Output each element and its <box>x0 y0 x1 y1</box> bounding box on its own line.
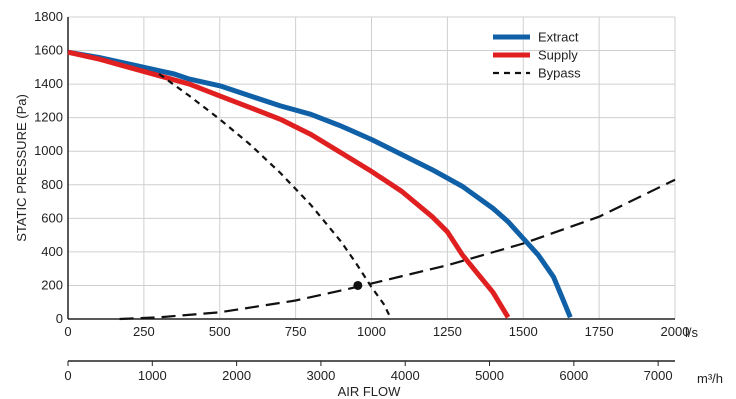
secondary-tick-label: 4000 <box>391 368 420 383</box>
y-tick-label: 800 <box>41 177 63 192</box>
system-curve-curve <box>119 178 676 321</box>
x-tick-label: 1750 <box>585 324 614 339</box>
secondary-tick-label: 3000 <box>306 368 335 383</box>
y-tick-label: 600 <box>41 210 63 225</box>
x-tick-label: 1500 <box>509 324 538 339</box>
legend-label-bypass: Bypass <box>538 66 581 81</box>
secondary-tick-label: 7000 <box>644 368 673 383</box>
secondary-tick-label: 0 <box>64 368 71 383</box>
x-tick-label: 0 <box>64 324 71 339</box>
y-axis-title: STATIC PRESSURE (Pa) <box>14 94 29 242</box>
axes: 0 200 400 600 800 1000 1200 1400 1600 1800 0 250 500… <box>34 9 689 339</box>
legend-label-extract: Extract <box>538 30 579 45</box>
y-tick-label: 1600 <box>34 43 63 58</box>
x-tick-label: 2000 <box>661 324 690 339</box>
x-axis-title: AIR FLOW <box>338 384 402 399</box>
y-tick-label: 200 <box>41 277 63 292</box>
y-tick-label: 1400 <box>34 76 63 91</box>
y-tick-label: 0 <box>56 311 63 326</box>
secondary-unit-label: m³/h <box>697 371 723 386</box>
series-layer <box>67 49 676 321</box>
y-tick-label: 1200 <box>34 110 63 125</box>
secondary-tick-label: 6000 <box>559 368 588 383</box>
y-tick-label: 1000 <box>34 143 63 158</box>
x-unit-label: l/s <box>685 325 699 340</box>
legend-label-supply: Supply <box>538 48 578 63</box>
y-tick-label: 1800 <box>34 9 63 24</box>
secondary-axis: 0 1000 2000 3000 4000 5000 6000 7000 <box>64 360 675 383</box>
legend: Extract Supply Bypass <box>493 30 581 81</box>
x-tick-label: 1250 <box>433 324 462 339</box>
grid <box>67 16 676 320</box>
extract-curve <box>67 49 573 319</box>
secondary-tick-label: 2000 <box>222 368 251 383</box>
operating-point-marker <box>353 280 363 290</box>
bypass-curve <box>158 73 393 320</box>
secondary-tick-label: 5000 <box>475 368 504 383</box>
secondary-tick-label: 1000 <box>138 368 167 383</box>
x-tick-label: 250 <box>133 324 155 339</box>
y-tick-label: 400 <box>41 244 63 259</box>
x-tick-label: 750 <box>285 324 307 339</box>
x-tick-label: 500 <box>209 324 231 339</box>
supply-curve <box>67 49 511 319</box>
x-tick-label: 1000 <box>357 324 386 339</box>
